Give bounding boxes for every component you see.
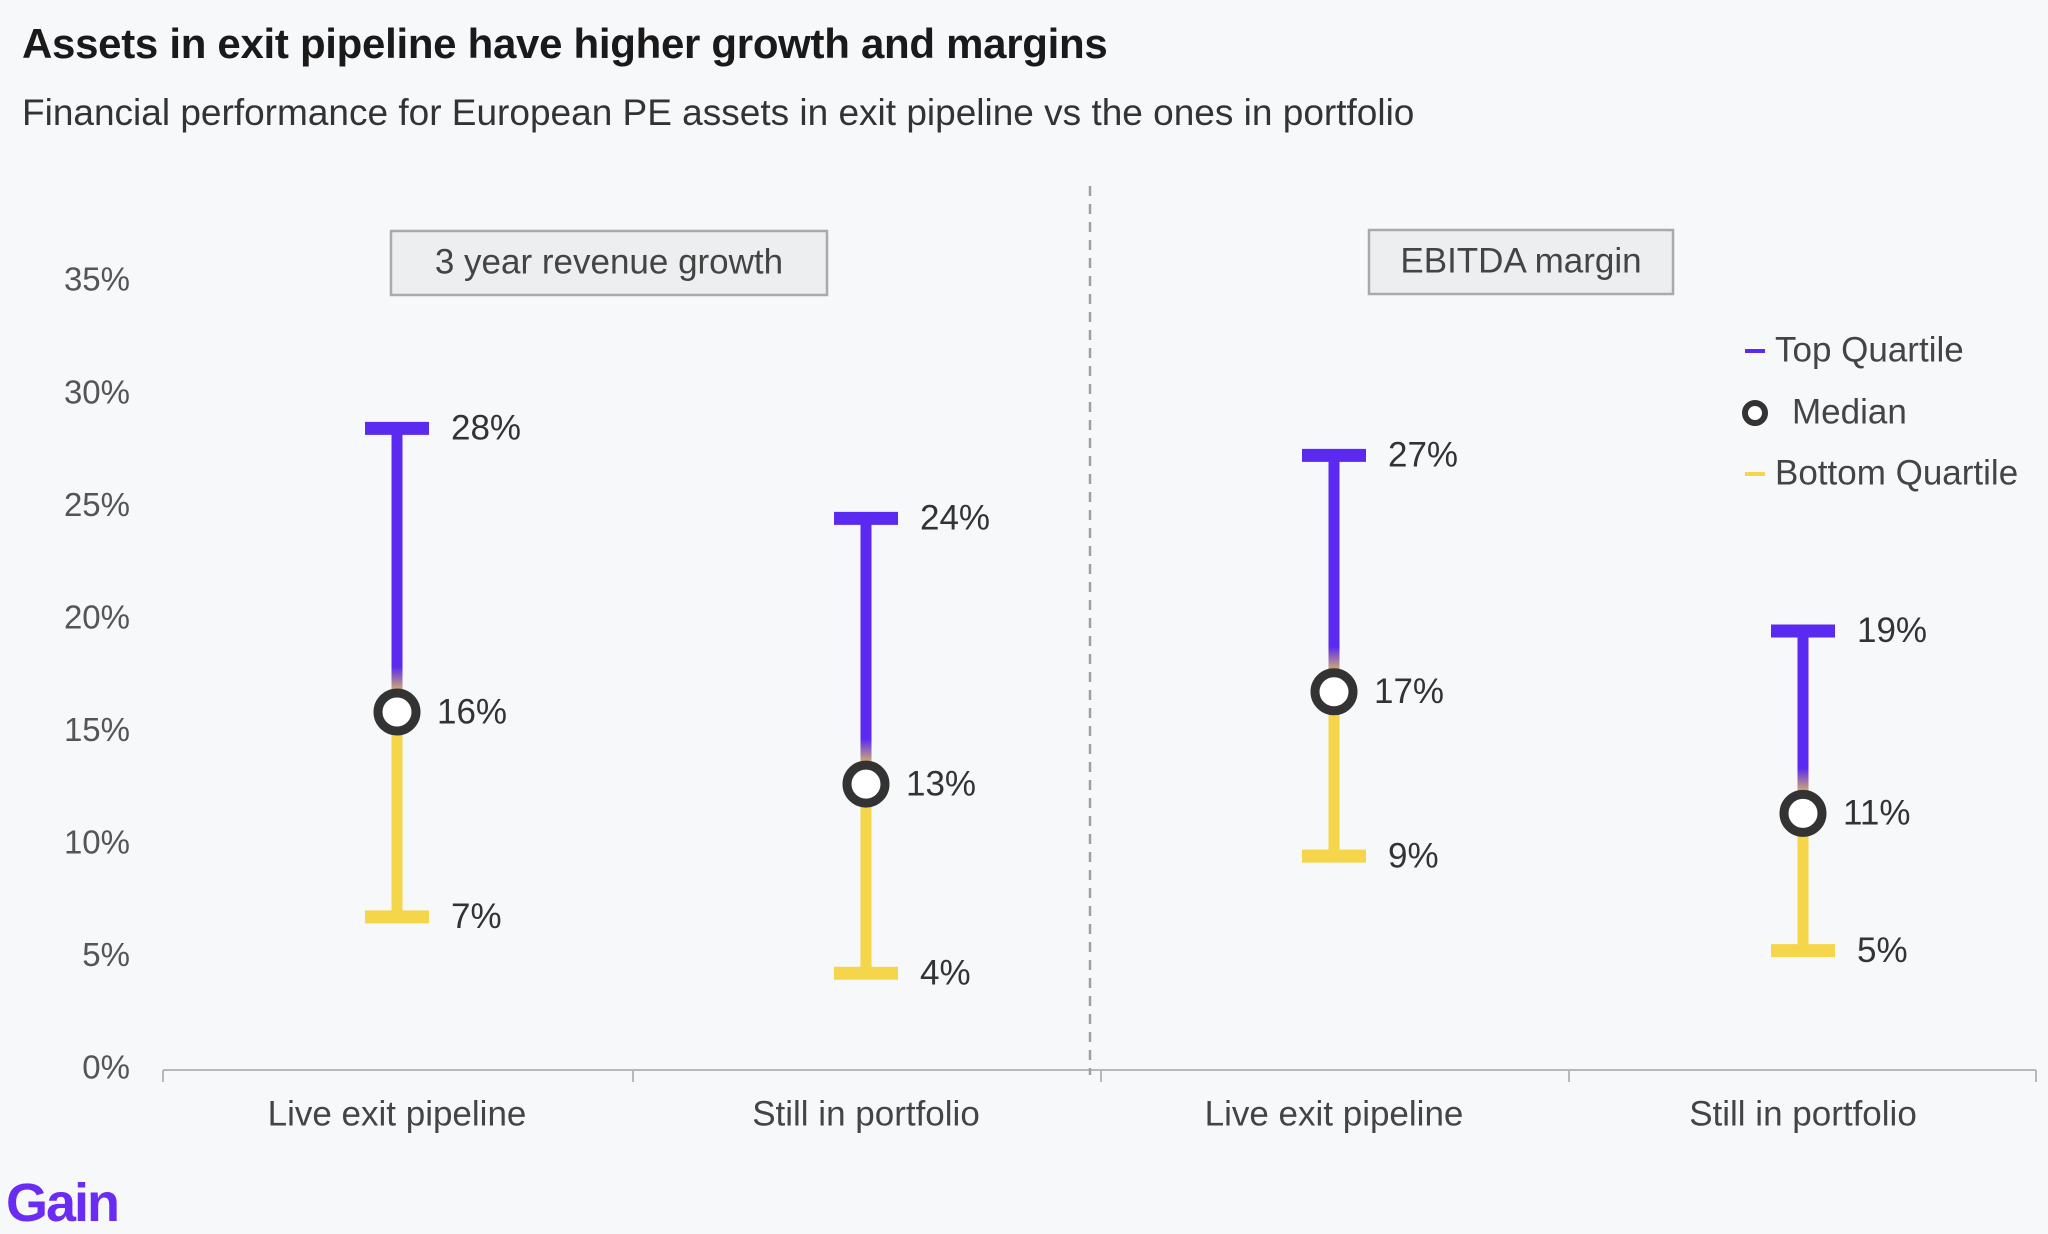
chart-subtitle: Financial performance for European PE as… [22,92,1415,133]
panel-label: 3 year revenue growth [435,242,783,281]
chart-title: Assets in exit pipeline have higher grow… [22,20,1108,67]
y-tick-label: 10% [64,824,130,861]
bottom-quartile-label: 7% [451,897,502,936]
median-marker [1779,789,1827,837]
y-tick-label: 35% [64,261,130,298]
y-tick-label: 0% [82,1049,130,1086]
x-category-label: Still in portfolio [752,1094,980,1133]
panel-label-box [1367,228,1675,296]
bottom-quartile-label: 9% [1388,836,1439,875]
x-category-label: Still in portfolio [1689,1094,1917,1133]
legend-median-label: Median [1792,392,1907,431]
median-label: 16% [437,692,507,731]
legend-bottom-quartile-label: Bottom Quartile [1775,453,2018,492]
legend-top-quartile-label: Top Quartile [1775,330,1964,369]
top-quartile-label: 28% [451,409,521,448]
x-category-label: Live exit pipeline [1205,1094,1464,1133]
median-marker [373,688,421,736]
top-quartile-label: 27% [1388,436,1458,475]
median-marker [1310,668,1358,716]
median-label: 13% [906,764,976,803]
y-tick-label: 15% [64,711,130,748]
y-tick-label: 25% [64,486,130,523]
y-tick-label: 20% [64,598,130,635]
y-tick-label: 5% [82,936,130,973]
median-marker [842,760,890,808]
x-category-label: Live exit pipeline [268,1094,527,1133]
top-quartile-label: 24% [920,499,990,538]
top-quartile-label: 19% [1857,611,1927,650]
y-tick-label: 30% [64,373,130,410]
legend-median-swatch [1742,400,1768,426]
median-label: 11% [1843,794,1910,833]
bottom-quartile-label: 5% [1857,931,1908,970]
gain-logo: Gain [6,1173,120,1233]
median-label: 17% [1374,672,1444,711]
panel-label-box [389,229,829,297]
panel-label: EBITDA margin [1400,241,1641,280]
bottom-quartile-label: 4% [920,953,971,992]
